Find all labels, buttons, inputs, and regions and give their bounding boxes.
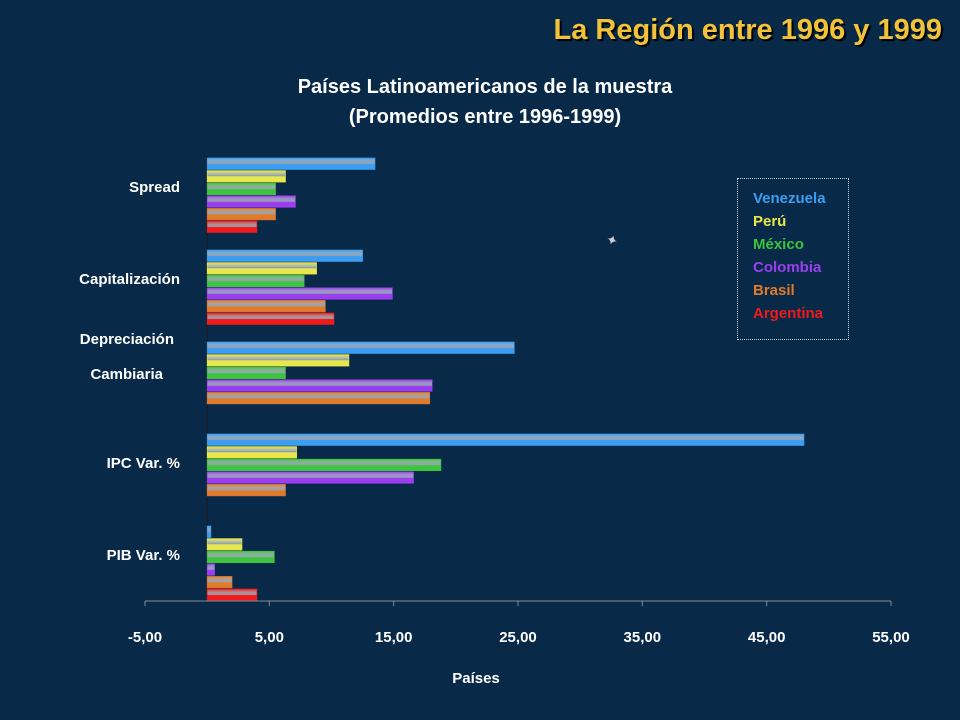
x-tick-label: -5,00 (128, 629, 162, 646)
bar-argentina-1 (206, 312, 335, 325)
x-tick-label: 55,00 (872, 629, 910, 646)
bar-venezuela-4 (206, 525, 212, 538)
bar-méxico-4 (206, 550, 275, 564)
x-tick-label: 15,00 (375, 629, 413, 646)
bar-perú-0 (206, 170, 286, 183)
x-axis-title: Países (452, 670, 500, 687)
bar-méxico-2 (206, 366, 286, 380)
bar-venezuela-3 (206, 433, 805, 446)
bar-perú-4 (206, 538, 243, 551)
bar-brasil-4 (206, 576, 233, 589)
bar-argentina-0 (206, 220, 258, 233)
bar-venezuela-0 (206, 157, 376, 170)
bar-colombia-0 (206, 195, 296, 208)
bar-argentina-4 (206, 588, 258, 601)
bar-venezuela-1 (206, 249, 363, 262)
chart-title-line2: (Promedios entre 1996-1999) (348, 106, 622, 128)
bar-brasil-3 (206, 484, 286, 497)
chart-title-line1: Países Latinoamericanos de la muestra (297, 76, 673, 98)
x-tick-label: 45,00 (748, 629, 786, 646)
slide-title: La Región entre 1996 y 1999 (553, 14, 942, 46)
bar-brasil-2 (206, 392, 431, 405)
bar-brasil-0 (206, 208, 276, 221)
bar-colombia-4 (206, 563, 215, 576)
legend-item-méxico: México (753, 236, 804, 253)
chart-title: Países Latinoamericanos de la muestra (P… (0, 72, 960, 132)
legend-item-colombia: Colombia (753, 259, 822, 276)
bar-perú-1 (206, 262, 317, 275)
bar-venezuela-2 (206, 341, 515, 354)
legend-item-venezuela: Venezuela (753, 190, 826, 207)
legend-item-argentina: Argentina (753, 305, 824, 322)
x-tick-label: 35,00 (624, 629, 662, 646)
category-label: Spread (129, 179, 180, 196)
legend-item-perú: Perú (753, 213, 787, 230)
x-tick-label: 25,00 (499, 629, 537, 646)
chart-legend: Venezuela Perú México Colombia Brasil Argenti… (737, 178, 849, 340)
bar-perú-2 (206, 354, 350, 367)
bar-méxico-1 (206, 274, 305, 288)
category-label: Capitalización (79, 271, 180, 288)
category-label: PIB Var. % (107, 547, 180, 564)
x-tick-label: 5,00 (255, 629, 284, 646)
bar-colombia-1 (206, 287, 393, 300)
bar-méxico-3 (206, 458, 442, 472)
bar-méxico-0 (206, 182, 276, 195)
category-label: Depreciación Cambiaria (80, 331, 174, 383)
bar-perú-3 (206, 446, 297, 459)
category-label: IPC Var. % (107, 455, 180, 472)
legend-item-brasil: Brasil (753, 282, 795, 299)
bar-colombia-3 (206, 471, 414, 484)
bar-colombia-2 (206, 379, 433, 392)
bar-brasil-1 (206, 300, 326, 313)
